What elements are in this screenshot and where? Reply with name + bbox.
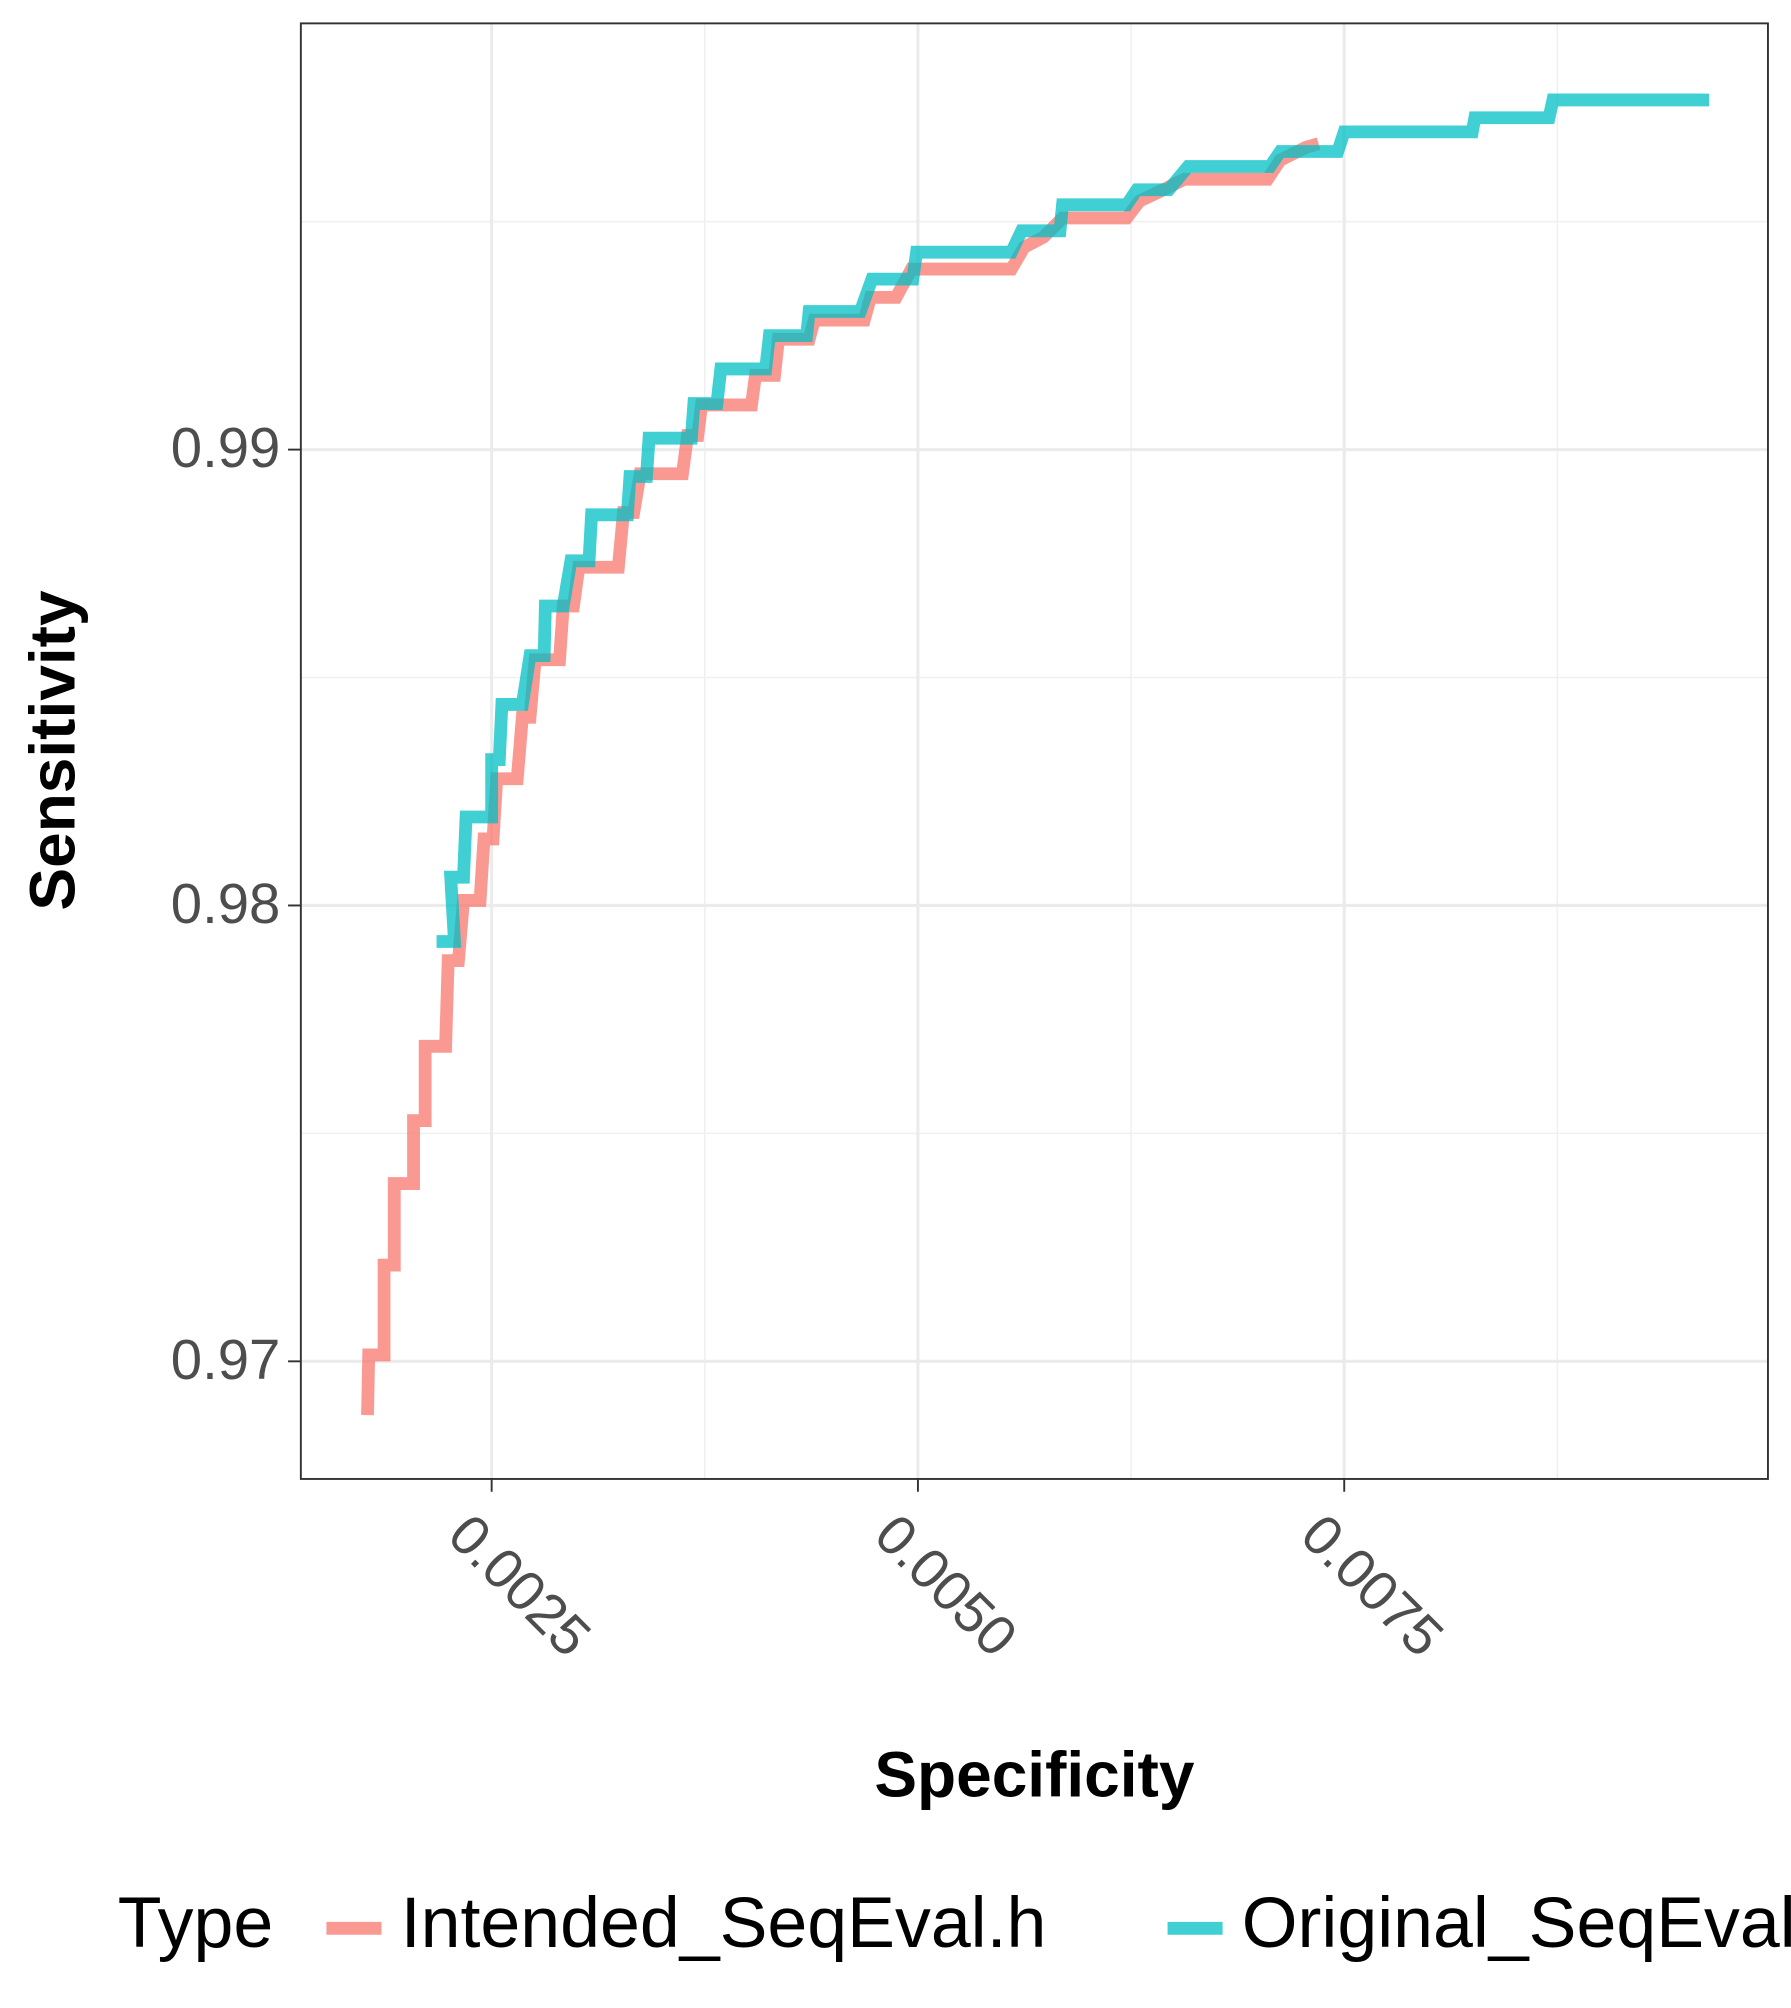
legend: Type Intended_SeqEval.h Original_SeqEval.… (118, 1883, 1791, 1963)
x-tick-label: 0.0025 (437, 1502, 603, 1668)
legend-label: Intended_SeqEval.h (401, 1883, 1047, 1963)
axes: 0.0025 0.0050 0.0075 0.97 0.98 0.99 (171, 416, 1456, 1668)
series-line (436, 93, 1710, 948)
y-axis-title: Sensitivity (17, 590, 89, 911)
x-tick-label: 0.0075 (1289, 1502, 1455, 1668)
series-line (361, 137, 1321, 1416)
y-tick-label: 0.99 (171, 416, 281, 479)
lines (361, 93, 1710, 1416)
x-axis-title: Specificity (874, 1739, 1195, 1811)
y-tick-label: 0.97 (171, 1328, 281, 1391)
legend-label: Original_SeqEval.h (1242, 1883, 1791, 1963)
x-tick-label: 0.0050 (863, 1502, 1029, 1668)
plot-border (299, 22, 1769, 1480)
legend-title: Type (118, 1883, 273, 1963)
y-tick-label: 0.98 (171, 872, 281, 935)
grid (300, 23, 1768, 1479)
